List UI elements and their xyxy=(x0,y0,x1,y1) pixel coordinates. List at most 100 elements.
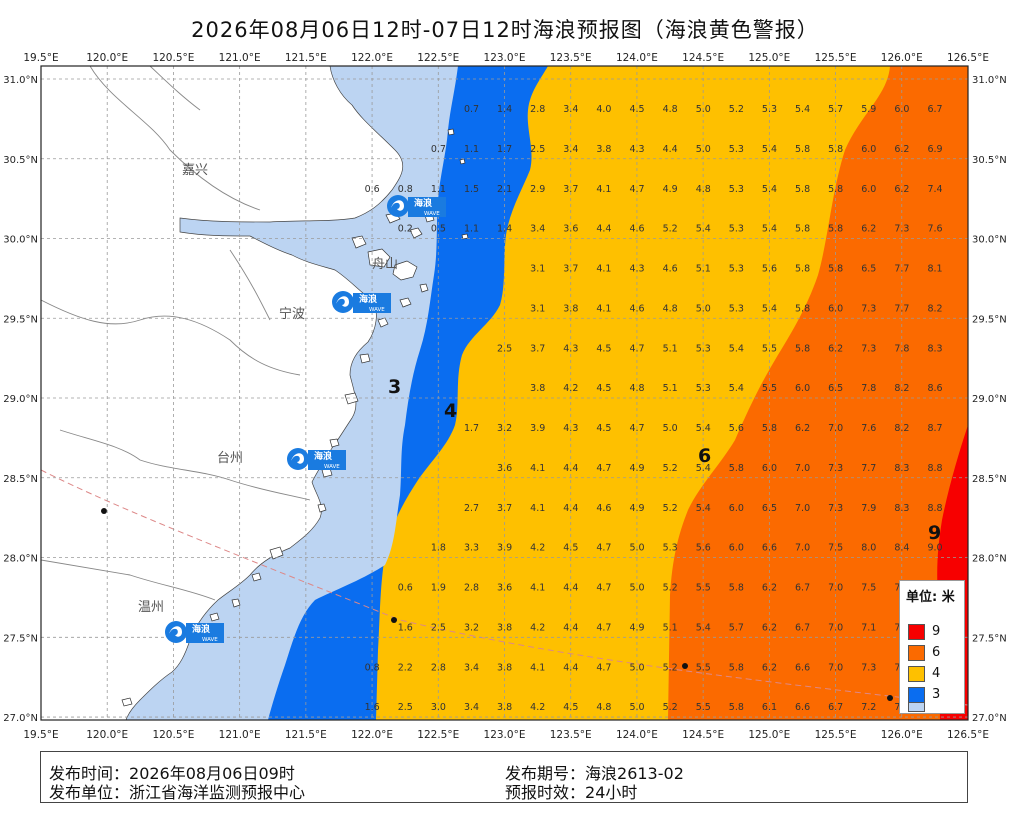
wave-value: 5.8 xyxy=(795,303,810,314)
svg-text:WAVE: WAVE xyxy=(324,464,340,470)
wave-value: 5.4 xyxy=(729,383,744,394)
wave-value: 4.0 xyxy=(596,104,611,115)
wave-value: 2.9 xyxy=(530,184,545,195)
wave-value: 3.4 xyxy=(563,104,578,115)
wave-value: 4.6 xyxy=(629,224,644,235)
wave-value: 6.5 xyxy=(762,503,777,514)
wave-value: 3.4 xyxy=(464,662,479,673)
wave-value: 4.7 xyxy=(596,543,611,554)
info-panel: 发布时间：2026年08月06日09时 发布单位：浙江省海洋监测预报中心 发布期… xyxy=(40,751,968,803)
longitude-label: 126.0°E xyxy=(881,729,923,741)
wave-value: 4.7 xyxy=(629,423,644,434)
legend-swatch xyxy=(908,687,925,703)
longitude-label: 123.5°E xyxy=(550,52,592,64)
wave-value: 7.3 xyxy=(861,303,876,314)
latitude-label: 29.5°N xyxy=(972,314,1007,325)
wave-value: 4.4 xyxy=(563,622,578,633)
track-points xyxy=(101,508,893,701)
wave-value: 5.3 xyxy=(696,343,711,354)
longitude-label: 124.0°E xyxy=(616,52,658,64)
legend-label: 3 xyxy=(932,687,941,702)
wave-value: 6.0 xyxy=(861,144,876,155)
latitude-label: 29.5°N xyxy=(3,314,38,325)
longitude-label: 124.0°E xyxy=(616,729,658,741)
wave-value: 5.0 xyxy=(663,423,678,434)
wave-value: 8.2 xyxy=(894,423,909,434)
wave-value: 4.1 xyxy=(596,184,611,195)
wave-value: 7.0 xyxy=(795,463,810,474)
wave-value: 5.0 xyxy=(629,702,644,713)
wave-value: 5.8 xyxy=(795,343,810,354)
legend-swatch xyxy=(908,645,925,661)
wave-value: 6.5 xyxy=(828,383,843,394)
wave-value: 5.8 xyxy=(729,583,744,594)
wave-value: 7.3 xyxy=(894,224,909,235)
wave-value: 5.4 xyxy=(795,104,810,115)
wave-value: 4.6 xyxy=(663,264,678,275)
longitude-label: 123.5°E xyxy=(550,729,592,741)
validity-value: 24小时 xyxy=(585,783,638,802)
typhoon-track xyxy=(41,469,968,706)
legend-item: 4 xyxy=(908,666,958,682)
wave-value: 3.1 xyxy=(530,264,545,275)
wave-value: 3.2 xyxy=(497,423,512,434)
latitude-label: 30.5°N xyxy=(972,155,1007,166)
wave-value: 6.2 xyxy=(894,144,909,155)
wave-value: 5.0 xyxy=(696,144,711,155)
wave-value: 6.6 xyxy=(795,702,810,713)
longitude-label: 125.5°E xyxy=(815,729,857,741)
wave-value: 0.5 xyxy=(431,224,446,235)
wave-value: 7.3 xyxy=(861,343,876,354)
svg-text:WAVE: WAVE xyxy=(424,211,440,217)
wave-value: 5.1 xyxy=(696,264,711,275)
legend-label: 6 xyxy=(932,645,941,660)
wave-value: 3.7 xyxy=(563,264,578,275)
wave-value: 1.6 xyxy=(365,702,380,713)
wave-value: 4.8 xyxy=(629,383,644,394)
wave-value: 3.7 xyxy=(497,503,512,514)
wave-value: 3.8 xyxy=(497,662,512,673)
wave-value: 5.8 xyxy=(762,423,777,434)
wave-value: 1.7 xyxy=(464,423,479,434)
wave-value: 4.3 xyxy=(563,423,578,434)
wave-value: 5.8 xyxy=(795,184,810,195)
wave-value: 6.0 xyxy=(861,184,876,195)
map-title: 2026年08月06日12时-07日12时海浪预报图（海浪黄色警报） xyxy=(191,18,819,42)
longitude-label: 125.0°E xyxy=(748,729,790,741)
wave-value: 2.7 xyxy=(464,503,479,514)
wave-value: 7.8 xyxy=(861,383,876,394)
city-label: 温州 xyxy=(138,600,164,615)
wave-value: 8.7 xyxy=(927,423,942,434)
wave-value: 5.4 xyxy=(696,463,711,474)
wave-value: 5.2 xyxy=(663,463,678,474)
wave-value: 8.8 xyxy=(927,503,942,514)
wave-value: 4.3 xyxy=(629,144,644,155)
publisher: 发布单位：浙江省海洋监测预报中心 xyxy=(49,779,305,803)
issue-value: 海浪2613-02 xyxy=(585,764,684,783)
longitude-label: 121.5°E xyxy=(285,52,327,64)
wave-value: 5.2 xyxy=(729,104,744,115)
publisher-label: 发布单位： xyxy=(49,783,130,802)
wave-value: 8.4 xyxy=(894,543,909,554)
wave-value: 5.6 xyxy=(762,264,777,275)
wave-value: 4.8 xyxy=(596,702,611,713)
wave-value: 7.5 xyxy=(861,583,876,594)
wave-value: 5.4 xyxy=(762,224,777,235)
wave-station-icon: 海浪 WAVE xyxy=(387,195,446,217)
wave-value: 7.0 xyxy=(828,662,843,673)
wave-value: 8.3 xyxy=(894,503,909,514)
wave-value: 4.9 xyxy=(629,463,644,474)
wave-value: 4.1 xyxy=(530,583,545,594)
longitude-label: 120.0°E xyxy=(86,729,128,741)
legend-swatch xyxy=(908,666,925,682)
wave-value: 3.3 xyxy=(464,543,479,554)
longitude-label: 120.0°E xyxy=(86,52,128,64)
wave-value: 7.6 xyxy=(927,224,942,235)
wave-value: 0.6 xyxy=(365,184,380,195)
longitude-label: 121.0°E xyxy=(219,729,261,741)
wave-value: 1.1 xyxy=(464,144,479,155)
wave-value: 7.3 xyxy=(861,662,876,673)
wave-value: 0.6 xyxy=(398,583,413,594)
wave-value: 7.9 xyxy=(861,503,876,514)
wave-value: 4.5 xyxy=(563,543,578,554)
